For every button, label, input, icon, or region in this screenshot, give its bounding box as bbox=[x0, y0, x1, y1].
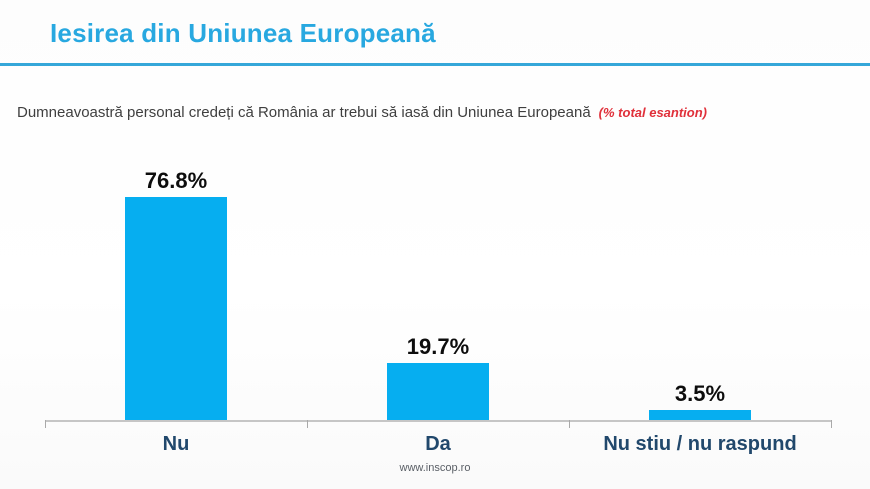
source-url: www.inscop.ro bbox=[399, 462, 471, 474]
page-title: Iesirea din Uniunea Europeană bbox=[50, 18, 436, 48]
x-axis-tick bbox=[831, 420, 832, 428]
category-label: Nu bbox=[162, 433, 190, 455]
category-label: Nu stiu / nu raspund bbox=[603, 433, 797, 455]
title-divider bbox=[0, 63, 870, 66]
value-label: 3.5% bbox=[674, 381, 726, 406]
sample-note: (% total esantion) bbox=[598, 105, 708, 120]
value-label: 76.8% bbox=[144, 168, 208, 193]
x-axis-line bbox=[45, 420, 831, 422]
question-text: Dumneavoastră personal credeți că Români… bbox=[17, 104, 591, 121]
category-label: Da bbox=[425, 433, 451, 455]
value-label: 19.7% bbox=[406, 334, 470, 359]
bar-Nu stiu / nu raspund bbox=[649, 410, 751, 420]
x-axis-tick bbox=[307, 420, 308, 428]
bar-Nu bbox=[125, 197, 227, 420]
x-axis-tick bbox=[45, 420, 46, 428]
bar-Da bbox=[387, 363, 489, 420]
x-axis-tick bbox=[569, 420, 570, 428]
question-line: Dumneavoastră personal credeți că Români… bbox=[17, 104, 857, 121]
